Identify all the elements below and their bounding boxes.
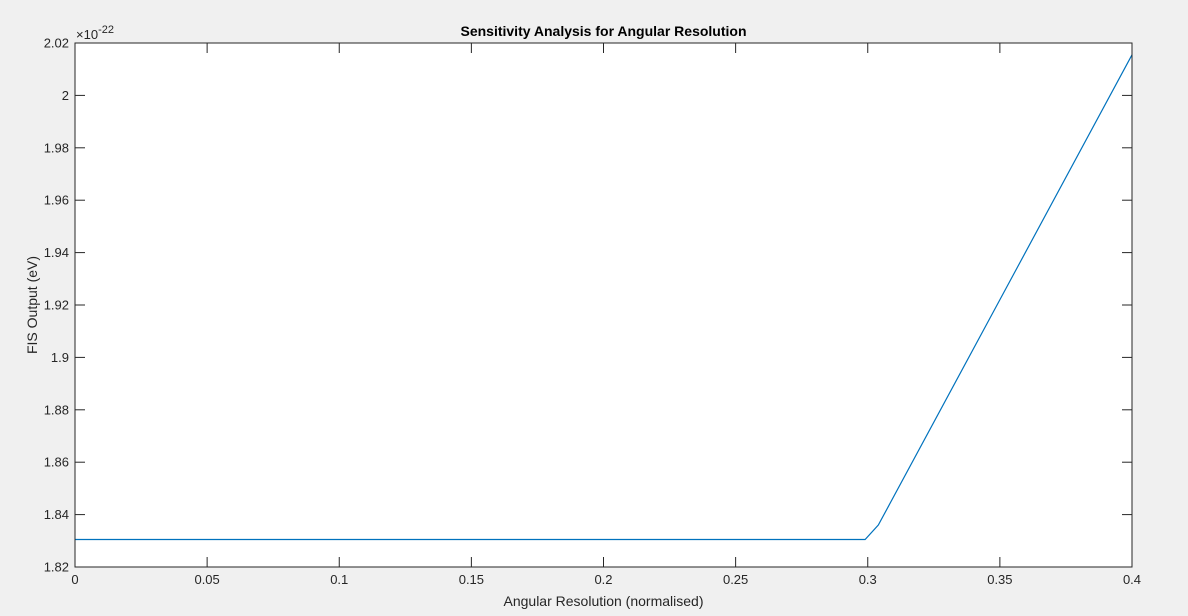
y-tick-label: 1.88 bbox=[44, 402, 69, 417]
x-tick-label: 0.25 bbox=[723, 572, 748, 587]
y-tick-label: 1.86 bbox=[44, 455, 69, 470]
y-tick-label: 1.92 bbox=[44, 298, 69, 313]
chart-title: Sensitivity Analysis for Angular Resolut… bbox=[460, 23, 746, 39]
y-tick-label: 1.84 bbox=[44, 507, 69, 522]
x-tick-label: 0.4 bbox=[1123, 572, 1141, 587]
y-tick-label: 1.96 bbox=[44, 193, 69, 208]
x-tick-label: 0.35 bbox=[987, 572, 1012, 587]
x-tick-label: 0.05 bbox=[194, 572, 219, 587]
y-exponent-label: ×10-22 bbox=[76, 24, 114, 42]
y-axis-label: FIS Output (eV) bbox=[24, 256, 40, 354]
x-tick-label: 0 bbox=[71, 572, 78, 587]
y-tick-label: 1.98 bbox=[44, 140, 69, 155]
y-exponent-prefix: ×10 bbox=[76, 27, 98, 42]
x-tick-label: 0.15 bbox=[459, 572, 484, 587]
plot-area bbox=[75, 43, 1132, 567]
x-axis-label: Angular Resolution (normalised) bbox=[504, 593, 704, 609]
y-tick-label: 2 bbox=[62, 88, 69, 103]
x-tick-label: 0.1 bbox=[330, 572, 348, 587]
y-tick-label: 1.82 bbox=[44, 560, 69, 575]
y-tick-label: 2.02 bbox=[44, 36, 69, 51]
y-tick-label: 1.94 bbox=[44, 245, 69, 260]
y-tick-label: 1.9 bbox=[51, 350, 69, 365]
series-line-0 bbox=[75, 54, 1133, 541]
y-exponent-power: -22 bbox=[98, 24, 114, 36]
x-tick-label: 0.2 bbox=[594, 572, 612, 587]
x-tick-label: 0.3 bbox=[859, 572, 877, 587]
